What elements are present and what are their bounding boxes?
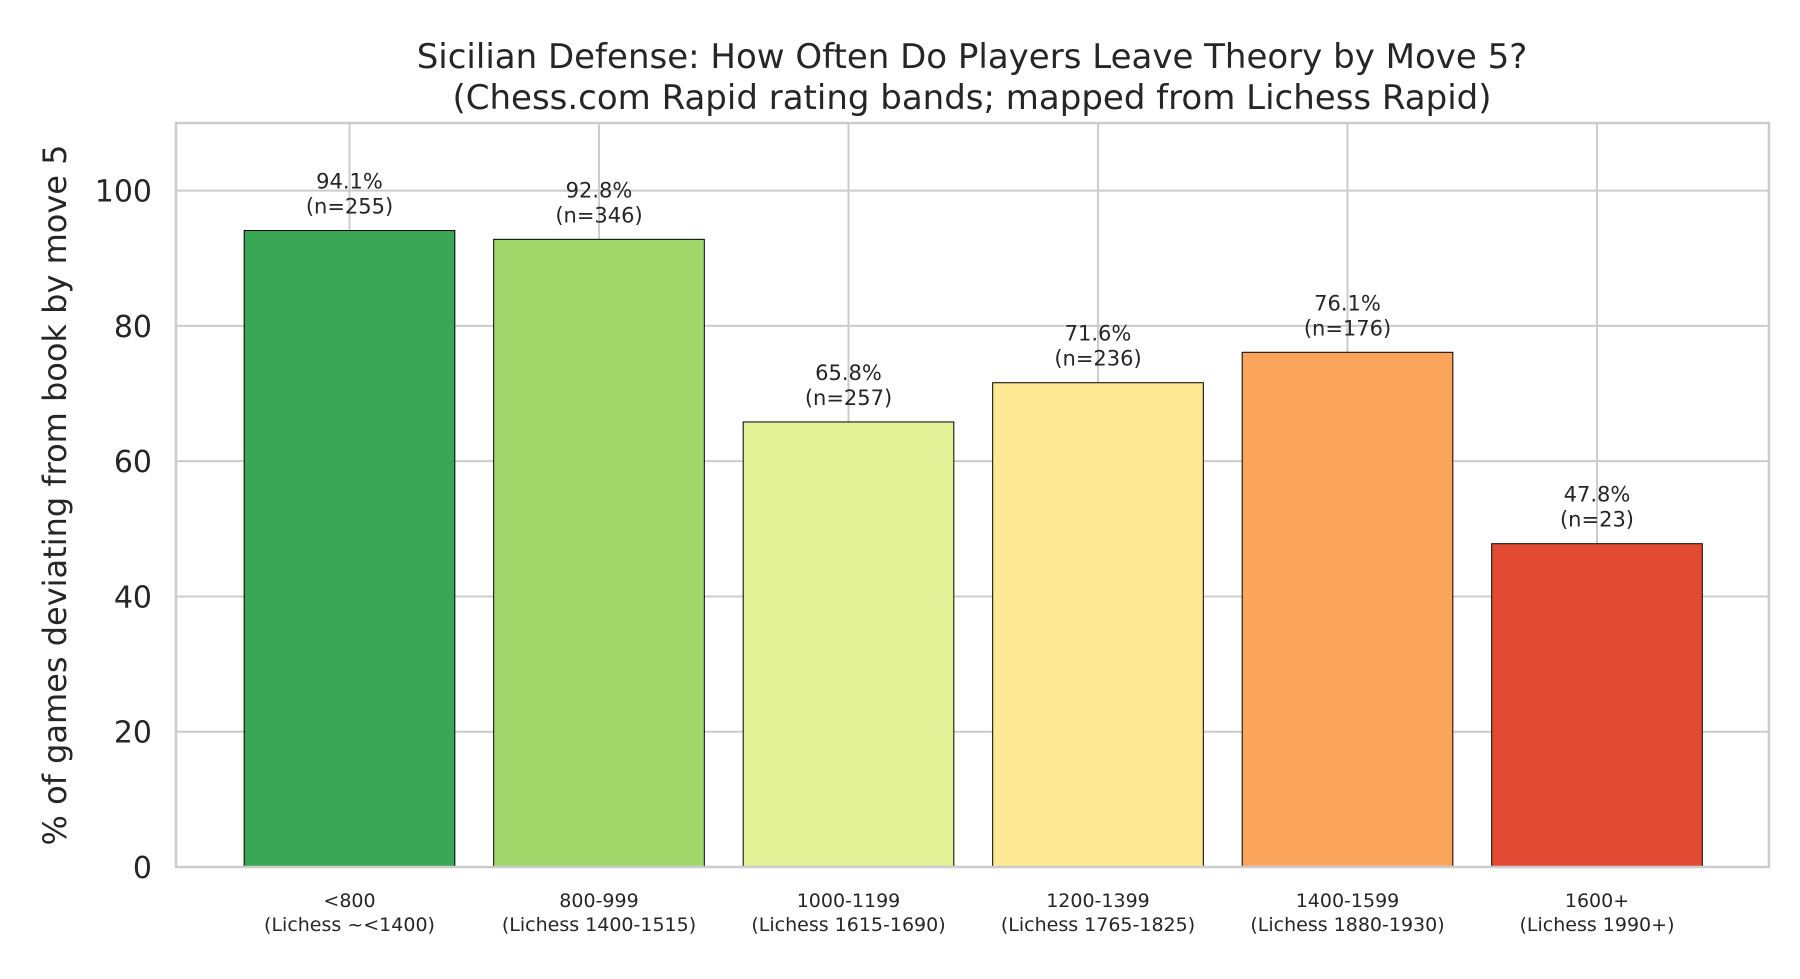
y-tick-label: 100: [95, 175, 152, 210]
bar-value-label: 65.8%: [815, 361, 882, 385]
bar-count-label: (n=23): [1560, 508, 1634, 532]
bar-value-label: 92.8%: [566, 178, 633, 202]
bar: [1241, 351, 1454, 868]
x-tick-label: 1600+: [1565, 890, 1629, 912]
x-tick-label: 1200-1399: [1046, 890, 1150, 912]
x-tick-label: 1000-1199: [797, 890, 901, 912]
x-tick-sublabel: (Lichess ~<1400): [264, 914, 435, 936]
x-tick-label: 1400-1599: [1296, 890, 1400, 912]
bar-count-label: (n=257): [805, 386, 892, 410]
chart-subtitle: (Chess.com Rapid rating bands; mapped fr…: [452, 78, 1491, 118]
y-tick-label: 80: [114, 310, 152, 345]
bar: [243, 230, 456, 868]
chart-title: Sicilian Defense: How Often Do Players L…: [417, 37, 1528, 77]
y-axis-label: % of games deviating from book by move 5: [36, 145, 74, 846]
y-tick-label: 20: [114, 716, 152, 751]
bar: [493, 238, 705, 868]
bar: [1491, 543, 1703, 868]
plot-frame: [174, 121, 1771, 869]
bar-count-label: (n=346): [555, 203, 642, 227]
bar: [742, 421, 955, 868]
bar: [992, 382, 1204, 868]
x-tick-sublabel: (Lichess 1880-1930): [1250, 914, 1444, 936]
x-tick-sublabel: (Lichess 1765-1825): [1001, 914, 1195, 936]
y-tick-label: 0: [133, 851, 152, 886]
x-tick-sublabel: (Lichess 1615-1690): [751, 914, 945, 936]
y-tick-label: 60: [114, 445, 152, 480]
bar-labels: 94.1%(n=255) 92.8%(n=346) 65.8%(n=257) 71.6…: [306, 170, 1634, 532]
x-tick-label: 800-999: [559, 890, 638, 912]
bar-value-label: 76.1%: [1314, 291, 1381, 315]
y-axis-ticks: 0 20 40 60 80 100: [95, 175, 152, 886]
x-tick-sublabel: (Lichess 1990+): [1520, 914, 1675, 936]
bar-count-label: (n=255): [306, 195, 393, 219]
x-tick-sublabel: (Lichess 1400-1515): [502, 914, 696, 936]
x-axis-ticks: <800(Lichess ~<1400) 800-999(Lichess 1400…: [264, 890, 1674, 936]
bar-value-label: 47.8%: [1564, 483, 1631, 507]
bars: [243, 230, 1703, 868]
bar-count-label: (n=176): [1304, 316, 1391, 340]
y-tick-label: 40: [114, 580, 152, 615]
bar-count-label: (n=236): [1054, 347, 1141, 371]
bar-value-label: 71.6%: [1065, 322, 1132, 346]
x-tick-label: <800: [323, 890, 375, 912]
bar-value-label: 94.1%: [316, 170, 383, 194]
